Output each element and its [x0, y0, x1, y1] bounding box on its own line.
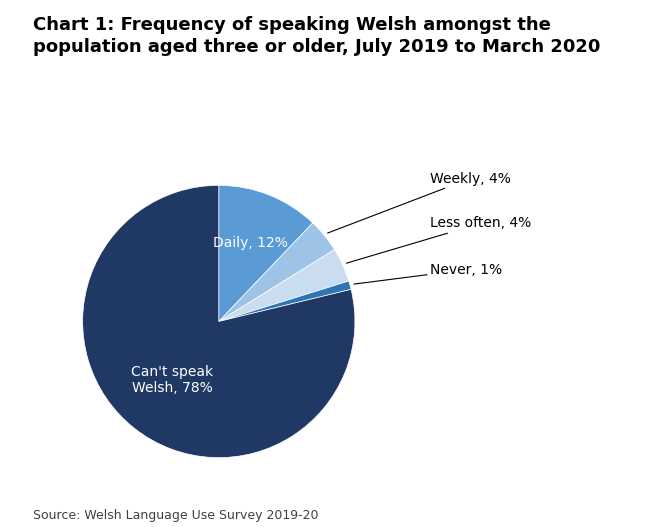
Text: Source: Welsh Language Use Survey 2019-20: Source: Welsh Language Use Survey 2019-2…: [33, 509, 319, 522]
Text: Daily, 12%: Daily, 12%: [213, 236, 288, 250]
Wedge shape: [219, 250, 349, 321]
Text: Can't speak
Welsh, 78%: Can't speak Welsh, 78%: [131, 365, 213, 395]
Text: Weekly, 4%: Weekly, 4%: [328, 171, 511, 233]
Text: Less often, 4%: Less often, 4%: [346, 217, 531, 263]
Wedge shape: [219, 281, 351, 321]
Wedge shape: [219, 223, 334, 321]
Wedge shape: [83, 186, 355, 457]
Text: Chart 1: Frequency of speaking Welsh amongst the
population aged three or older,: Chart 1: Frequency of speaking Welsh amo…: [33, 16, 601, 56]
Wedge shape: [219, 186, 313, 321]
Text: Never, 1%: Never, 1%: [354, 263, 502, 284]
